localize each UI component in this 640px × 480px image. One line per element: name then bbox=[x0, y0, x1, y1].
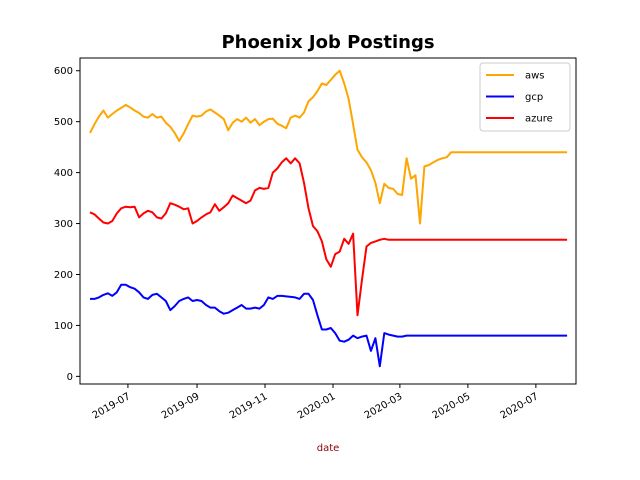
plot-frame bbox=[79, 57, 577, 385]
series-line-azure bbox=[89, 157, 568, 317]
x-tick-label: 2020-01 bbox=[296, 391, 338, 421]
y-tick-label: 500 bbox=[54, 117, 73, 128]
legend-label-azure: azure bbox=[525, 114, 553, 125]
y-axis: 0 100 200 300 400 500 600 bbox=[54, 66, 80, 383]
x-axis: 2019-07 2019-09 2019-11 2020-01 2020-03 2020-… bbox=[91, 384, 541, 421]
x-tick-label: 2020-07 bbox=[499, 391, 541, 421]
y-tick-label: 0 bbox=[67, 372, 73, 383]
legend-label-aws: aws bbox=[525, 71, 545, 82]
x-tick-label: 2019-09 bbox=[160, 391, 202, 421]
y-tick-label: 300 bbox=[54, 219, 73, 230]
series-line-gcp bbox=[90, 283, 568, 368]
x-tick-label: 2020-05 bbox=[431, 391, 473, 421]
series-lines bbox=[89, 69, 568, 368]
x-tick-label: 2019-11 bbox=[228, 391, 270, 421]
x-tick-label: 2020-03 bbox=[363, 391, 405, 421]
legend: aws gcp azure bbox=[479, 62, 571, 132]
y-tick-label: 200 bbox=[54, 270, 73, 281]
series-line-aws bbox=[89, 69, 568, 225]
y-tick-label: 600 bbox=[54, 66, 73, 77]
legend-label-gcp: gcp bbox=[525, 92, 543, 103]
legend-box bbox=[479, 62, 571, 132]
y-tick-label: 100 bbox=[54, 321, 73, 332]
x-tick-label: 2019-07 bbox=[91, 391, 133, 421]
y-tick-label: 400 bbox=[54, 168, 73, 179]
x-axis-label: date bbox=[317, 443, 340, 454]
chart-title: Phoenix Job Postings bbox=[221, 32, 434, 53]
